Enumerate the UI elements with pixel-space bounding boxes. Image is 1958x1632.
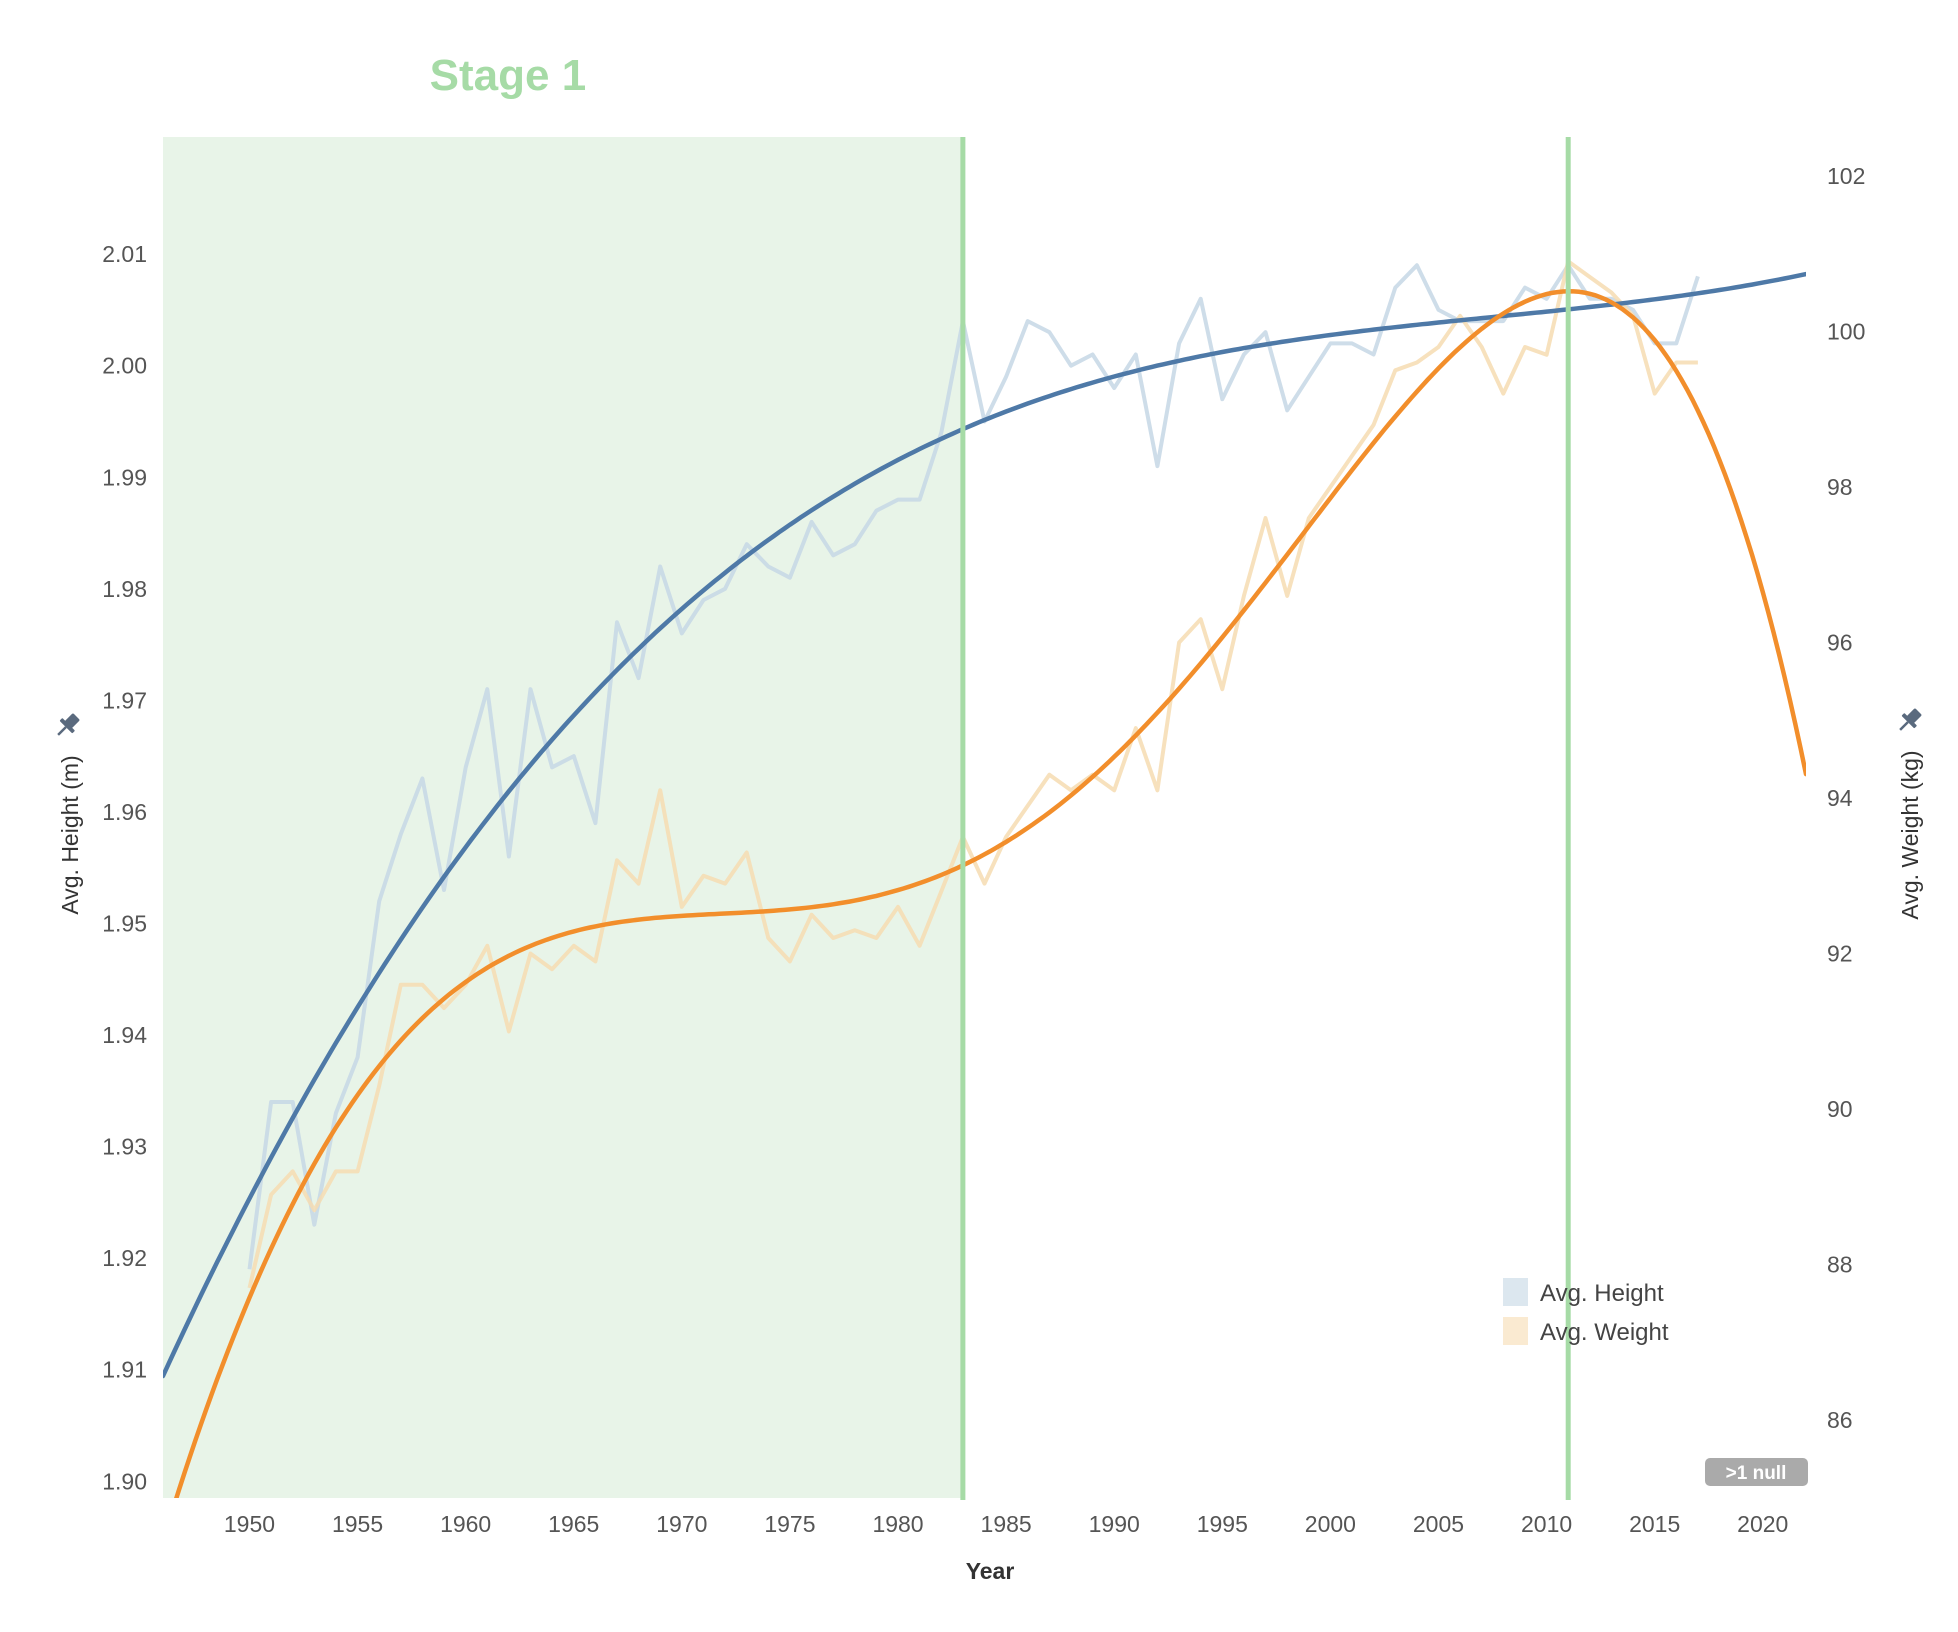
left-tick-label: 1.95: [102, 910, 147, 936]
right-pin-icon-base: [1901, 713, 1917, 729]
x-tick-label: 2020: [1737, 1511, 1788, 1537]
left-tick-label: 1.94: [102, 1022, 147, 1048]
left-tick-label: 1.97: [102, 687, 147, 713]
left-axis-title: Avg. Height (m): [57, 755, 83, 914]
x-tick-label: 2000: [1305, 1511, 1356, 1537]
left-tick-label: 1.91: [102, 1357, 147, 1383]
left-tick-label: 1.92: [102, 1245, 147, 1271]
null-badge-label: >1 null: [1726, 1463, 1787, 1484]
right-tick-label: 96: [1827, 630, 1853, 656]
null-badge[interactable]: [1705, 1458, 1808, 1486]
left-pin-icon-needle: [57, 726, 67, 736]
x-tick-label: 1950: [224, 1511, 275, 1537]
left-tick-label: 2.01: [102, 241, 147, 267]
right-tick-label: 94: [1827, 785, 1853, 811]
right-pin-icon[interactable]: [1894, 705, 1925, 736]
legend-label: Avg. Height: [1540, 1280, 1664, 1307]
left-tick-label: 1.93: [102, 1134, 147, 1160]
right-tick-label: 102: [1827, 163, 1865, 189]
x-axis-title: Year: [966, 1558, 1015, 1584]
legend-label: Avg. Weight: [1540, 1319, 1669, 1346]
legend-swatch[interactable]: [1503, 1317, 1528, 1345]
right-tick-label: 92: [1827, 941, 1853, 967]
left-pin-icon[interactable]: [52, 710, 83, 741]
right-axis-title: Avg. Weight (kg): [1897, 750, 1923, 919]
x-tick-label: 1960: [440, 1511, 491, 1537]
height-trend-line: [163, 271, 1806, 1379]
right-tick-label: 90: [1827, 1096, 1853, 1122]
left-tick-label: 1.96: [102, 799, 147, 825]
left-tick-label: 2.00: [102, 353, 147, 379]
axes-group: 1950 1955 1960 1965 1970 1975 1980 1985 1990 1995…: [52, 163, 1925, 1584]
stage-title: Stage 1: [430, 51, 587, 100]
right-tick-label: 98: [1827, 474, 1853, 500]
x-tick-label: 1995: [1197, 1511, 1248, 1537]
x-tick-label: 1985: [981, 1511, 1032, 1537]
right-tick-label: 100: [1827, 318, 1865, 344]
x-tick-label: 1990: [1089, 1511, 1140, 1537]
marker-lines-group: [960, 137, 1571, 1500]
left-tick-label: 1.90: [102, 1468, 147, 1494]
weight-trend-line: [174, 289, 1806, 1498]
x-tick-label: 2010: [1521, 1511, 1572, 1537]
x-tick-label: 1955: [332, 1511, 383, 1537]
x-tick-label: 1970: [656, 1511, 707, 1537]
stage-band-group: Stage 1: [163, 51, 963, 1498]
legend[interactable]: Avg. Height Avg. Weight: [1503, 1278, 1669, 1346]
x-tick-label: 1980: [872, 1511, 923, 1537]
right-tick-label: 86: [1827, 1407, 1853, 1433]
left-pin-icon-base: [59, 718, 75, 734]
left-tick-label: 1.99: [102, 464, 147, 490]
left-tick-label: 1.98: [102, 576, 147, 602]
legend-swatch[interactable]: [1503, 1278, 1528, 1306]
trend-lines-group: [163, 271, 1806, 1498]
stage-1-band: [163, 137, 963, 1498]
x-tick-label: 1975: [764, 1511, 815, 1537]
x-tick-label: 2005: [1413, 1511, 1464, 1537]
x-tick-label: 2015: [1629, 1511, 1680, 1537]
x-tick-label: 1965: [548, 1511, 599, 1537]
right-tick-label: 88: [1827, 1252, 1853, 1278]
right-pin-icon-needle: [1899, 721, 1909, 731]
misc-group: >1 null: [1705, 1458, 1808, 1486]
